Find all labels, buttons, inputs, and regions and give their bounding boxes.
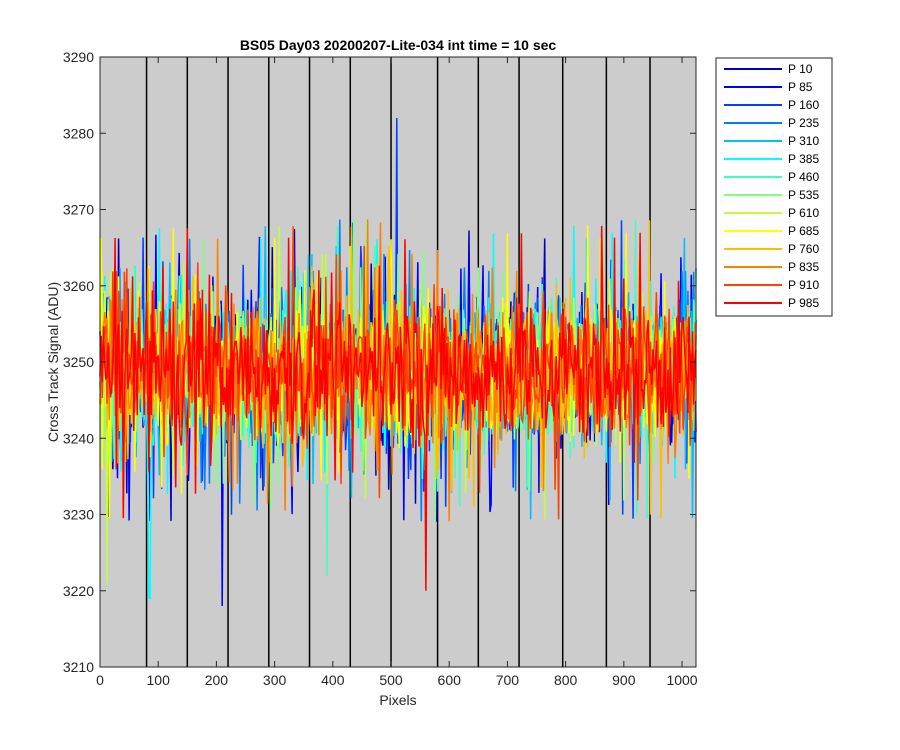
legend-entry-label: P 535 bbox=[788, 188, 819, 202]
x-tick-label: 600 bbox=[438, 672, 462, 688]
y-tick-label: 3280 bbox=[63, 125, 94, 141]
legend-entry-label: P 760 bbox=[788, 242, 819, 256]
legend-box bbox=[715, 57, 833, 317]
legend-entry-label: P 985 bbox=[788, 296, 819, 310]
y-tick-label: 3230 bbox=[63, 507, 94, 523]
legend-entry-label: P 835 bbox=[788, 260, 819, 274]
legend-entry-label: P 610 bbox=[788, 206, 819, 220]
series-line bbox=[99, 225, 697, 591]
legend: P 10 P 85 P 160 P 235 P 310 P 385 P 460 P 535 P … bbox=[715, 57, 833, 317]
legend-entry-label: P 85 bbox=[788, 80, 813, 94]
legend-entry-label: P 385 bbox=[788, 152, 819, 166]
y-tick-label: 3240 bbox=[63, 430, 94, 446]
series-lines bbox=[99, 117, 697, 607]
legend-entry-label: P 910 bbox=[788, 278, 819, 292]
x-tick-label: 200 bbox=[205, 672, 229, 688]
chart-title: BS05 Day03 20200207-Lite-034 int time = … bbox=[240, 37, 557, 53]
x-tick-label: 900 bbox=[612, 672, 636, 688]
y-tick-label: 3220 bbox=[63, 583, 94, 599]
x-axis-label: Pixels bbox=[379, 692, 416, 708]
legend-entry-label: P 685 bbox=[788, 224, 819, 238]
legend-entry-label: P 310 bbox=[788, 134, 819, 148]
y-tick-label: 3210 bbox=[63, 659, 94, 675]
legend-entry-label: P 10 bbox=[788, 62, 813, 76]
x-tick-label: 300 bbox=[263, 672, 287, 688]
y-tick-label: 3260 bbox=[63, 278, 94, 294]
x-tick-label: 700 bbox=[496, 672, 520, 688]
x-tick-label: 800 bbox=[554, 672, 578, 688]
y-axis-ticks: 3210 3220 3230 3240 3250 3260 3270 3280 3290 bbox=[63, 49, 696, 675]
legend-entry-label: P 235 bbox=[788, 116, 819, 130]
legend-entry-label: P 460 bbox=[788, 170, 819, 184]
x-axis-ticks: 0 100 200 300 400 500 600 700 800 900 1000 bbox=[96, 57, 698, 688]
x-tick-label: 0 bbox=[96, 672, 104, 688]
y-tick-label: 3270 bbox=[63, 202, 94, 218]
y-tick-label: 3290 bbox=[63, 49, 94, 65]
y-axis-label: Cross Track Signal (ADU) bbox=[45, 282, 61, 442]
y-tick-label: 3250 bbox=[63, 354, 94, 370]
x-tick-label: 1000 bbox=[666, 672, 697, 688]
x-tick-label: 400 bbox=[321, 672, 345, 688]
legend-entry-label: P 160 bbox=[788, 98, 819, 112]
x-tick-label: 500 bbox=[379, 672, 403, 688]
x-tick-label: 100 bbox=[147, 672, 171, 688]
